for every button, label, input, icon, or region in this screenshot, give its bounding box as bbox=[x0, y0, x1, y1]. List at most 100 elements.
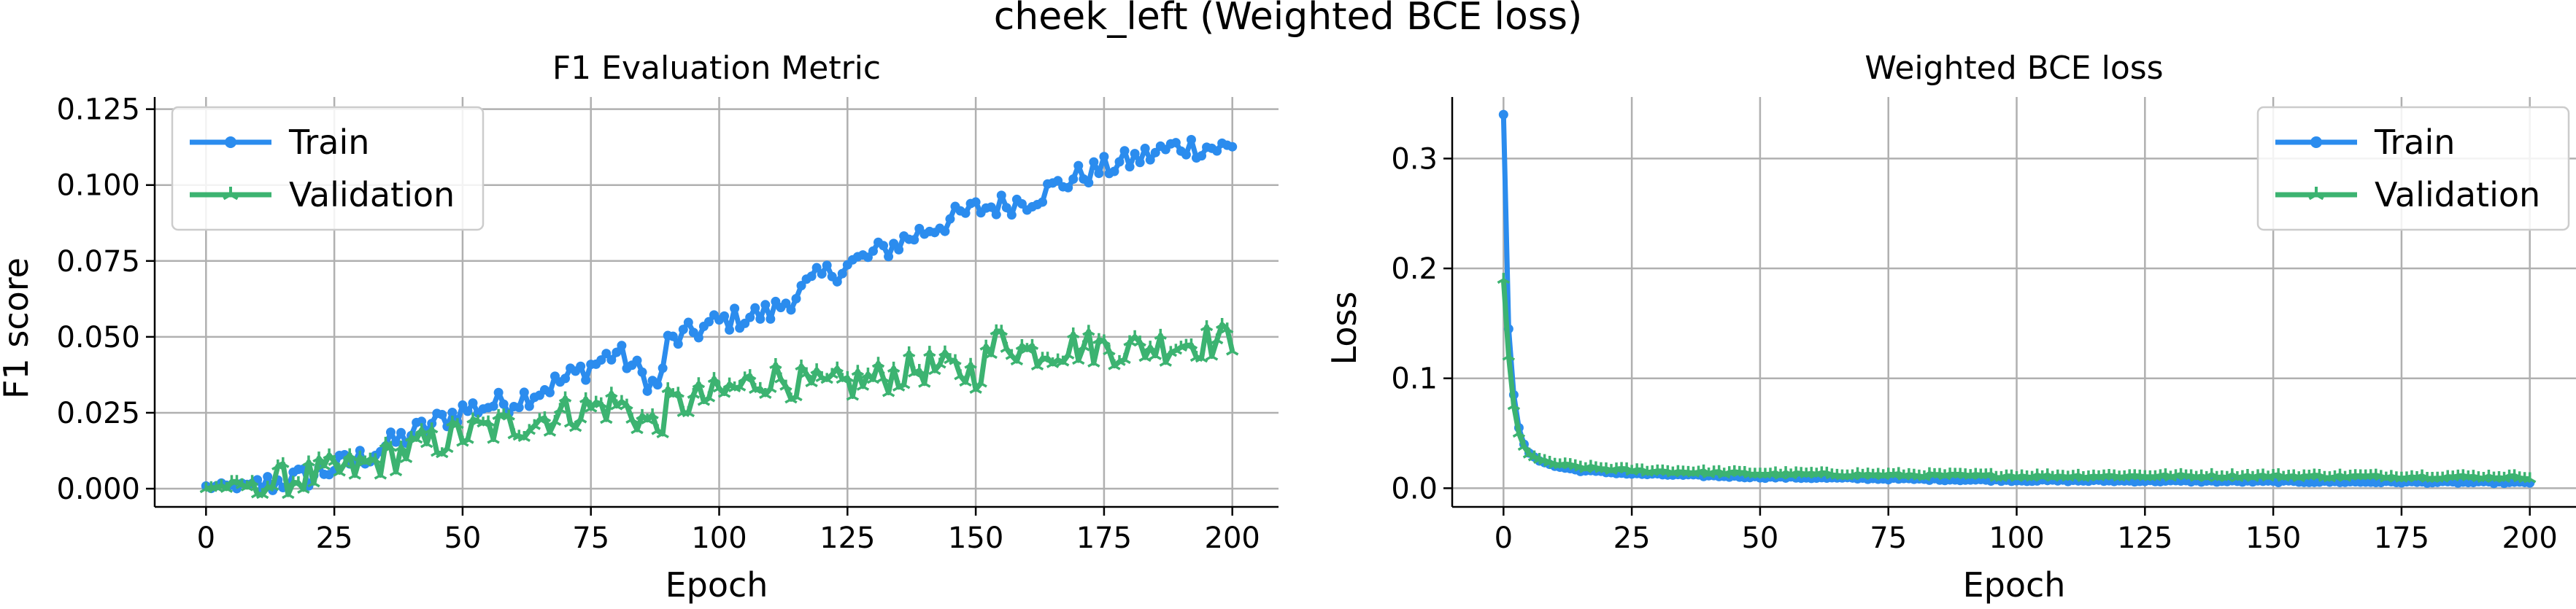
f1-validation-point bbox=[1010, 354, 1024, 366]
f1-validation-point bbox=[1103, 344, 1116, 356]
f1-train-point bbox=[396, 427, 406, 438]
f1-train-point bbox=[884, 252, 894, 262]
f1-validation-point bbox=[1226, 344, 1239, 356]
loss-grid bbox=[1452, 97, 2576, 507]
f1-validation-point bbox=[369, 453, 382, 465]
f1-train-point bbox=[544, 387, 555, 397]
f1-validation-point bbox=[769, 358, 782, 370]
f1-train-point bbox=[612, 347, 622, 357]
loss-validation-point bbox=[1497, 273, 1511, 284]
f1-validation-point bbox=[882, 386, 895, 397]
loss-axes bbox=[1451, 97, 2576, 508]
f1-validation-point bbox=[702, 391, 716, 403]
f1-validation-point bbox=[374, 468, 387, 480]
loss-validation-point bbox=[1512, 427, 1526, 438]
loss-y-tick-label: 0.1 bbox=[1391, 362, 1438, 396]
f1-legend-train-marker bbox=[225, 136, 236, 148]
f1-validation-point bbox=[277, 457, 290, 468]
f1-validation-point bbox=[1072, 354, 1085, 365]
f1-x-axis-label: Epoch bbox=[666, 565, 768, 605]
f1-validation-point bbox=[600, 413, 613, 424]
f1-validation-point bbox=[538, 411, 552, 422]
f1-x-tick-label: 75 bbox=[572, 521, 609, 555]
f1-x-tick-label: 100 bbox=[691, 521, 747, 555]
f1-x-tick-label: 0 bbox=[197, 521, 215, 555]
f1-validation-point bbox=[297, 483, 310, 494]
loss-x-tick-label: 150 bbox=[2245, 521, 2301, 555]
f1-train-point bbox=[1109, 166, 1119, 177]
f1-validation-point bbox=[1200, 320, 1214, 332]
f1-validation-point bbox=[461, 432, 474, 444]
f1-train-point bbox=[703, 317, 714, 327]
f1-train-point bbox=[447, 407, 458, 417]
f1-validation-point bbox=[846, 389, 860, 401]
f1-train-point bbox=[822, 260, 832, 271]
f1-y-tick-label: 0.075 bbox=[56, 245, 140, 279]
f1-train-point bbox=[766, 314, 776, 324]
f1-train-point bbox=[1063, 182, 1073, 193]
f1-train-point bbox=[750, 303, 760, 313]
loss-y-tick-label: 0.0 bbox=[1391, 472, 1438, 505]
f1-validation-point bbox=[682, 406, 695, 418]
f1-y-tick-label: 0.125 bbox=[56, 93, 140, 127]
loss-chart-title: Weighted BCE loss bbox=[1864, 50, 2163, 87]
loss-validation-point bbox=[1502, 349, 1516, 361]
f1-train-point bbox=[1114, 157, 1125, 167]
f1-train-point bbox=[596, 355, 606, 365]
f1-x-tick-label: 25 bbox=[316, 521, 353, 555]
f1-train-point bbox=[1084, 178, 1094, 188]
f1-train-point bbox=[632, 355, 642, 365]
f1-validation-point bbox=[871, 357, 885, 368]
loss-train-point bbox=[1498, 109, 1508, 120]
f1-validation-point bbox=[1210, 333, 1224, 345]
f1-validation-point bbox=[805, 376, 818, 388]
f1-train-point bbox=[606, 354, 617, 365]
f1-train-point bbox=[391, 437, 401, 447]
f1-chart-panel: F1 Evaluation Metric Epoch F1 score 0 25 5… bbox=[0, 50, 1279, 605]
f1-validation-point bbox=[918, 376, 931, 388]
f1-train-point bbox=[1068, 174, 1079, 185]
f1-validation-point bbox=[558, 391, 572, 403]
f1-train-point bbox=[1181, 150, 1191, 160]
loss-x-tick-label: 0 bbox=[1495, 521, 1513, 555]
loss-y-axis-label: Loss bbox=[1324, 292, 1364, 365]
f1-train-point bbox=[837, 268, 847, 279]
f1-validation-point bbox=[866, 373, 880, 384]
f1-validation-point bbox=[579, 392, 593, 403]
f1-train-point bbox=[1212, 146, 1222, 156]
f1-legend-validation-marker bbox=[223, 187, 239, 201]
f1-legend: Train Validation bbox=[171, 106, 485, 231]
f1-validation-point bbox=[687, 387, 701, 399]
loss-legend-box bbox=[2256, 106, 2570, 231]
f1-validation-point bbox=[1133, 335, 1146, 347]
loss-legend: Train Validation bbox=[2256, 106, 2570, 231]
f1-validation-point bbox=[671, 387, 685, 398]
f1-train-point bbox=[693, 333, 703, 343]
f1-validation-point bbox=[1061, 348, 1075, 360]
figure-title: cheek_left (Weighted BCE loss) bbox=[994, 0, 1583, 39]
f1-train-point bbox=[468, 398, 478, 408]
f1-validation-point bbox=[389, 465, 403, 477]
loss-chart-panel: Weighted BCE loss Epoch Loss 0 25 50 75 100 1… bbox=[1324, 50, 2576, 605]
loss-x-tick-label: 100 bbox=[1989, 521, 2044, 555]
loss-x-tick-label: 25 bbox=[1613, 521, 1651, 555]
f1-validation-point bbox=[984, 348, 998, 360]
f1-x-tick-label: 200 bbox=[1205, 521, 1260, 555]
f1-train-point bbox=[581, 375, 591, 385]
f1-train-point bbox=[1135, 158, 1145, 168]
f1-train-point bbox=[1094, 168, 1104, 179]
f1-validation-point bbox=[605, 387, 618, 398]
f1-train-point bbox=[488, 401, 498, 411]
f1-train-point bbox=[796, 281, 806, 291]
f1-validation-point bbox=[779, 379, 793, 391]
f1-train-point bbox=[832, 276, 842, 287]
f1-legend-box bbox=[171, 106, 485, 231]
f1-x-tick-label: 125 bbox=[820, 521, 875, 555]
loss-legend-validation-label: Validation bbox=[2375, 175, 2540, 214]
f1-train-point bbox=[463, 406, 473, 416]
loss-ticks: 0 25 50 75 100 125 150 175 200 0.0 0.1 0.2 0.3 bbox=[1391, 142, 2558, 555]
f1-validation-point bbox=[394, 441, 408, 452]
f1-validation-point bbox=[548, 414, 562, 427]
f1-validation-point bbox=[266, 480, 279, 492]
